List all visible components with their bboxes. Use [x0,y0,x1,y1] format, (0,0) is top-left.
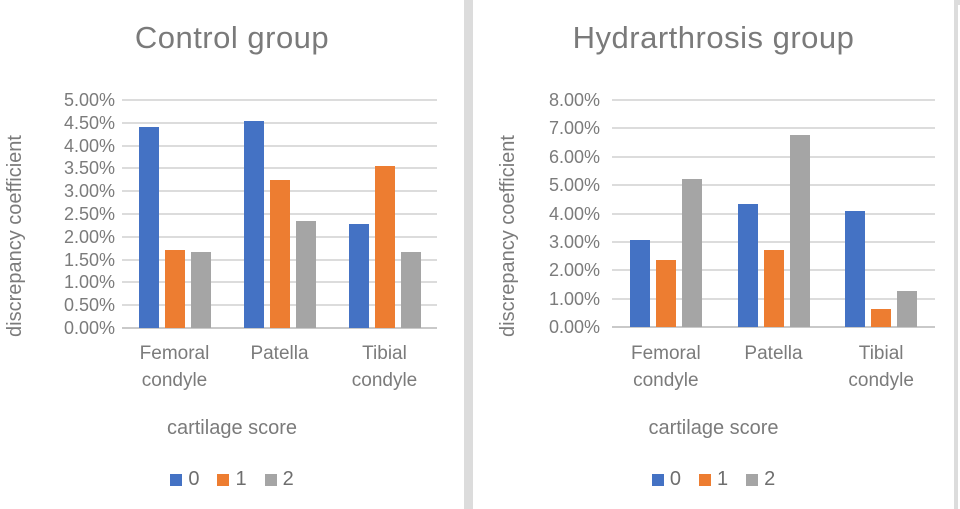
gridline [612,155,935,158]
x-category-label: Patella [744,343,803,364]
legend-item: 0 [170,468,199,491]
bar-series-1 [374,166,395,328]
bar-series-2 [681,179,702,327]
bar-series-1 [655,260,676,327]
bar-series-0 [845,210,866,327]
bar-series-1 [763,250,784,327]
y-tick-label: 1.00% [63,272,115,293]
chart-title: Hydrarthrosis group [572,20,855,55]
bar-series-1 [871,308,892,327]
bar-series-2 [789,135,810,327]
legend-label: 2 [764,468,776,490]
chart-panel-hydrarthrosis: Hydrarthrosis group discrepancy coeffici… [473,0,954,509]
y-tick-label: 3.50% [63,158,115,179]
legend: 0 1 2 [0,468,464,491]
gridline [122,144,437,147]
y-tick-label: 3.00% [548,231,600,252]
right-border [954,0,958,509]
y-tick-label: 8.00% [548,90,600,110]
y-tick-label: 2.00% [63,226,115,247]
y-tick-label: 6.00% [548,146,600,167]
y-tick-label: 2.00% [548,260,600,281]
y-tick-label: 3.00% [63,181,115,202]
legend-swatch [746,473,759,486]
legend-item: 2 [264,468,294,491]
bar-series-0 [138,127,159,328]
legend-label: 0 [188,468,200,490]
y-tick-label: 0.00% [548,317,600,337]
plot-area [122,99,437,329]
x-category-label: Tibial condyle [848,343,914,391]
x-category-label: Femoral condyle [630,343,701,391]
bar-series-0 [629,240,650,327]
x-category-label: Tibial condyle [351,343,418,391]
bar-series-2 [295,220,316,328]
legend-label: 1 [716,468,729,490]
legend-label: 1 [235,468,247,490]
x-category-label: Femoral condyle [139,343,210,391]
legend-label: 2 [282,468,294,490]
chart-title: Control group [134,20,330,55]
y-tick-label: 1.50% [63,249,115,270]
legend-item: 2 [746,468,775,491]
y-tick-label: 5.00% [548,175,600,196]
legend-swatch [170,473,183,486]
gridline [122,99,437,101]
legend-swatch [698,473,711,486]
gridline [612,127,935,130]
legend-item: 1 [217,468,247,491]
legend: 0 1 2 [473,468,954,491]
gridline [122,167,437,170]
legend-swatch [651,473,664,486]
gridline [612,212,935,215]
x-axis-line [122,327,437,329]
gridline [122,121,437,124]
x-category-label: Patella [250,343,309,364]
gridline [612,240,935,243]
legend-swatch [217,473,230,486]
x-axis-title: cartilage score [166,417,298,439]
panel-divider [464,0,473,509]
y-tick-label: 1.00% [548,288,600,309]
legend-swatch [264,473,277,486]
y-tick-label: 4.00% [548,203,600,224]
y-tick-label: 2.50% [63,204,115,224]
legend-item: 1 [698,468,729,491]
bar-series-0 [348,224,369,328]
bar-series-2 [897,290,918,327]
plot-area [612,99,935,328]
gridline [612,99,935,101]
legend-item: 0 [651,468,681,491]
legend-label: 0 [669,468,681,490]
y-tick-label: 4.50% [63,112,115,133]
chart-panel-control: Control group discrepancy coefficient 5.… [0,0,464,509]
bar-series-0 [243,120,264,328]
gridline [612,184,935,187]
bar-series-1 [164,250,185,328]
bar-series-0 [737,203,758,327]
x-axis-line [612,326,935,328]
bar-series-1 [269,179,290,328]
y-tick-label: 0.00% [63,318,115,338]
y-tick-label: 0.50% [63,295,115,316]
bar-series-2 [400,251,421,328]
y-tick-label: 5.00% [63,90,115,110]
bar-series-2 [190,251,211,328]
x-axis-title: cartilage score [648,417,779,439]
y-tick-label: 7.00% [548,118,600,139]
y-tick-label: 4.00% [63,135,115,156]
